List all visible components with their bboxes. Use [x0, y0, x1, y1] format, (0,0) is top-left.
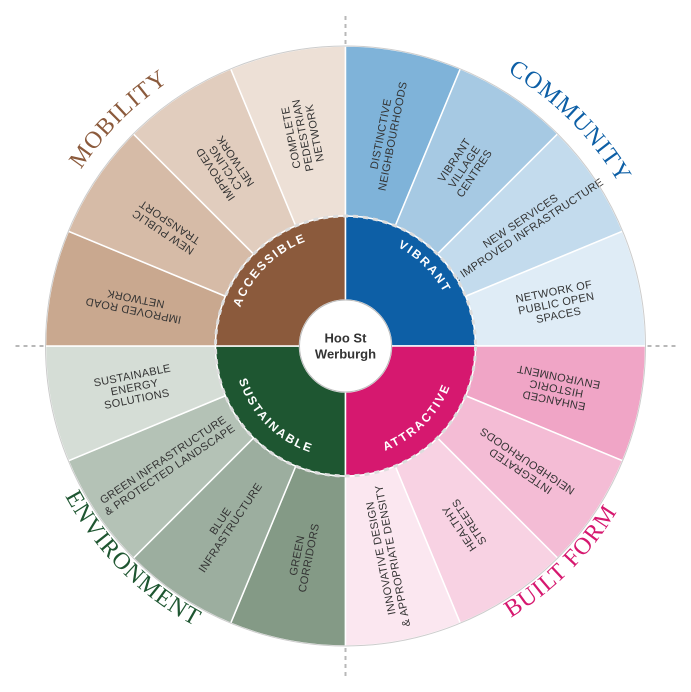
- center-label-1: Hoo St: [325, 330, 368, 345]
- quadrant-community: DISTINCTIVENEIGHBOURHOODSVIBRANTVILLAGEC…: [346, 46, 646, 346]
- center-label-2: Werburgh: [315, 346, 376, 361]
- quadrant-mobility: IMPROVED ROADNETWORKNEW PUBLICTRANSPORTI…: [46, 46, 346, 346]
- development-framework-wheel: GREENCORRIDORSBLUEINFRASTRUCTUREGREEN IN…: [0, 0, 691, 692]
- quadrant-built-form: ENHANCEDHISTORICENVIRONMENTINTEGRATEDNEI…: [346, 346, 646, 646]
- quadrant-environment: GREENCORRIDORSBLUEINFRASTRUCTUREGREEN IN…: [46, 346, 346, 646]
